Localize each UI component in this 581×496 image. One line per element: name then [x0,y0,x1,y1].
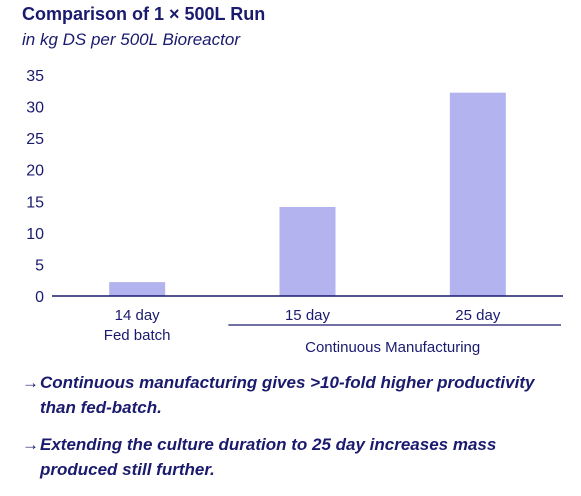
y-tick-label: 30 [26,100,44,117]
y-tick-label: 10 [26,226,44,243]
arrow-icon: → [22,373,39,392]
note-text: Continuous manufacturing gives >10-fold … [40,373,535,417]
note-text: Extending the culture duration to 25 day… [40,435,497,479]
y-tick-label: 20 [26,163,44,180]
bar [109,282,166,296]
arrow-icon: → [22,435,39,454]
y-tick-label: 0 [35,289,44,306]
note-item: → Extending the culture duration to 25 d… [22,432,562,482]
group-label: Continuous Manufacturing [305,339,480,356]
bar-chart: 0 5 10 15 20 25 30 35 14 day 15 day 25 day Fed batc… [26,68,563,356]
x-tick-label: 25 day [455,307,501,324]
bar [449,92,506,297]
x-tick-label: 14 day [115,307,161,324]
bar [279,206,336,296]
note-item: → Continuous manufacturing gives >10-fol… [22,370,562,420]
y-tick-label: 25 [26,131,44,148]
group-label: Fed batch [104,327,171,344]
y-tick-label: 15 [26,194,44,211]
y-tick-label: 5 [35,257,44,274]
chart-subtitle: in kg DS per 500L Bioreactor [22,30,240,49]
chart-title: Comparison of 1 × 500L Run [22,4,266,24]
x-tick-label: 15 day [285,307,331,324]
y-tick-label: 35 [26,68,44,85]
